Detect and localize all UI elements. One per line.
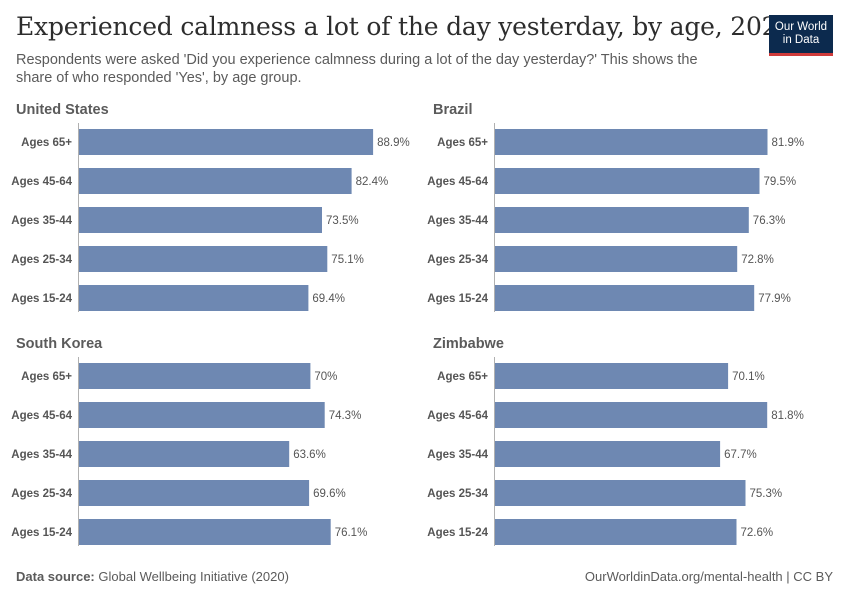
value-label-brazil-ages45-64: 79.5%	[764, 176, 797, 188]
tick-label-south-korea-ages15-24: Ages 15-24	[11, 527, 72, 539]
value-label-united-states-ages45-64: 82.4%	[356, 176, 389, 188]
tick-label-united-states-ages15-24: Ages 15-24	[11, 293, 72, 305]
tick-label-zimbabwe-ages35-44: Ages 35-44	[427, 449, 488, 461]
bar-south-korea-ages15-24[interactable]	[78, 519, 331, 545]
bar-united-states-ages65plus[interactable]	[78, 129, 374, 155]
tick-label-brazil-ages15-24: Ages 15-24	[427, 293, 488, 305]
bar-brazil-ages65plus[interactable]	[494, 129, 768, 155]
bar-south-korea-ages45-64[interactable]	[78, 402, 325, 428]
value-label-united-states-ages25-34: 75.1%	[331, 254, 364, 266]
value-label-zimbabwe-ages45-64: 81.8%	[771, 410, 804, 422]
bar-zimbabwe-ages35-44[interactable]	[494, 441, 721, 467]
value-label-zimbabwe-ages15-24: 72.6%	[741, 527, 774, 539]
tick-label-brazil-ages65plus: Ages 65+	[437, 137, 488, 149]
tick-label-brazil-ages35-44: Ages 35-44	[427, 215, 488, 227]
value-label-united-states-ages15-24: 69.4%	[312, 293, 345, 305]
logo-line-2: in Data	[782, 34, 820, 46]
value-label-united-states-ages65plus: 88.9%	[377, 137, 410, 149]
bar-united-states-ages35-44[interactable]	[78, 207, 322, 233]
bar-united-states-ages45-64[interactable]	[78, 168, 352, 194]
bar-brazil-ages15-24[interactable]	[494, 285, 755, 311]
bar-united-states-ages25-34[interactable]	[78, 246, 328, 272]
tick-label-zimbabwe-ages65plus: Ages 65+	[437, 371, 488, 383]
source-text[interactable]: Global Wellbeing Initiative (2020)	[98, 569, 289, 584]
bar-zimbabwe-ages45-64[interactable]	[494, 402, 768, 428]
value-label-south-korea-ages35-44: 63.6%	[293, 449, 326, 461]
bar-south-korea-ages35-44[interactable]	[78, 441, 290, 467]
tick-label-south-korea-ages65plus: Ages 65+	[21, 371, 72, 383]
value-label-brazil-ages15-24: 77.9%	[758, 293, 791, 305]
value-label-south-korea-ages45-64: 74.3%	[329, 410, 362, 422]
tick-label-south-korea-ages25-34: Ages 25-34	[11, 488, 72, 500]
footer-url[interactable]: OurWorldinData.org/mental-health | CC BY	[584, 569, 833, 584]
tick-label-brazil-ages45-64: Ages 45-64	[427, 176, 488, 188]
value-label-brazil-ages35-44: 76.3%	[753, 215, 786, 227]
bar-brazil-ages45-64[interactable]	[494, 168, 760, 194]
tick-label-south-korea-ages35-44: Ages 35-44	[11, 449, 72, 461]
bar-brazil-ages25-34[interactable]	[494, 246, 738, 272]
tick-label-united-states-ages35-44: Ages 35-44	[11, 215, 72, 227]
value-label-south-korea-ages25-34: 69.6%	[313, 488, 346, 500]
value-label-brazil-ages65plus: 81.9%	[772, 137, 805, 149]
value-label-zimbabwe-ages65plus: 70.1%	[732, 371, 765, 383]
bar-zimbabwe-ages65plus[interactable]	[494, 363, 729, 389]
chart-subtitle: Respondents were asked 'Did you experien…	[16, 52, 698, 86]
source-label: Data source:	[16, 569, 95, 584]
bar-united-states-ages15-24[interactable]	[78, 285, 309, 311]
panel-title-brazil: Brazil	[433, 102, 473, 118]
data-source: Data source: Global Wellbeing Initiative…	[16, 569, 289, 584]
tick-label-zimbabwe-ages45-64: Ages 45-64	[427, 410, 488, 422]
tick-label-united-states-ages25-34: Ages 25-34	[11, 254, 72, 266]
panel-title-united-states: United States	[16, 102, 109, 118]
value-label-brazil-ages25-34: 72.8%	[741, 254, 774, 266]
value-label-south-korea-ages65plus: 70%	[314, 371, 337, 383]
owid-logo[interactable]: Our World in Data	[769, 15, 833, 56]
chart-title: Experienced calmness a lot of the day ye…	[16, 12, 794, 41]
tick-label-united-states-ages65plus: Ages 65+	[21, 137, 72, 149]
bar-south-korea-ages25-34[interactable]	[78, 480, 310, 506]
bar-brazil-ages35-44[interactable]	[494, 207, 749, 233]
tick-label-zimbabwe-ages15-24: Ages 15-24	[427, 527, 488, 539]
bar-zimbabwe-ages25-34[interactable]	[494, 480, 746, 506]
value-label-zimbabwe-ages35-44: 67.7%	[724, 449, 757, 461]
bar-south-korea-ages65plus[interactable]	[78, 363, 311, 389]
value-label-south-korea-ages15-24: 76.1%	[335, 527, 368, 539]
value-label-united-states-ages35-44: 73.5%	[326, 215, 359, 227]
tick-label-brazil-ages25-34: Ages 25-34	[427, 254, 488, 266]
logo-line-1: Our World	[774, 21, 828, 33]
value-label-zimbabwe-ages25-34: 75.3%	[750, 488, 783, 500]
bar-zimbabwe-ages15-24[interactable]	[494, 519, 737, 545]
tick-label-zimbabwe-ages25-34: Ages 25-34	[427, 488, 488, 500]
panel-title-south-korea: South Korea	[16, 336, 103, 352]
panel-title-zimbabwe: Zimbabwe	[433, 336, 504, 352]
tick-label-south-korea-ages45-64: Ages 45-64	[11, 410, 72, 422]
tick-label-united-states-ages45-64: Ages 45-64	[11, 176, 72, 188]
